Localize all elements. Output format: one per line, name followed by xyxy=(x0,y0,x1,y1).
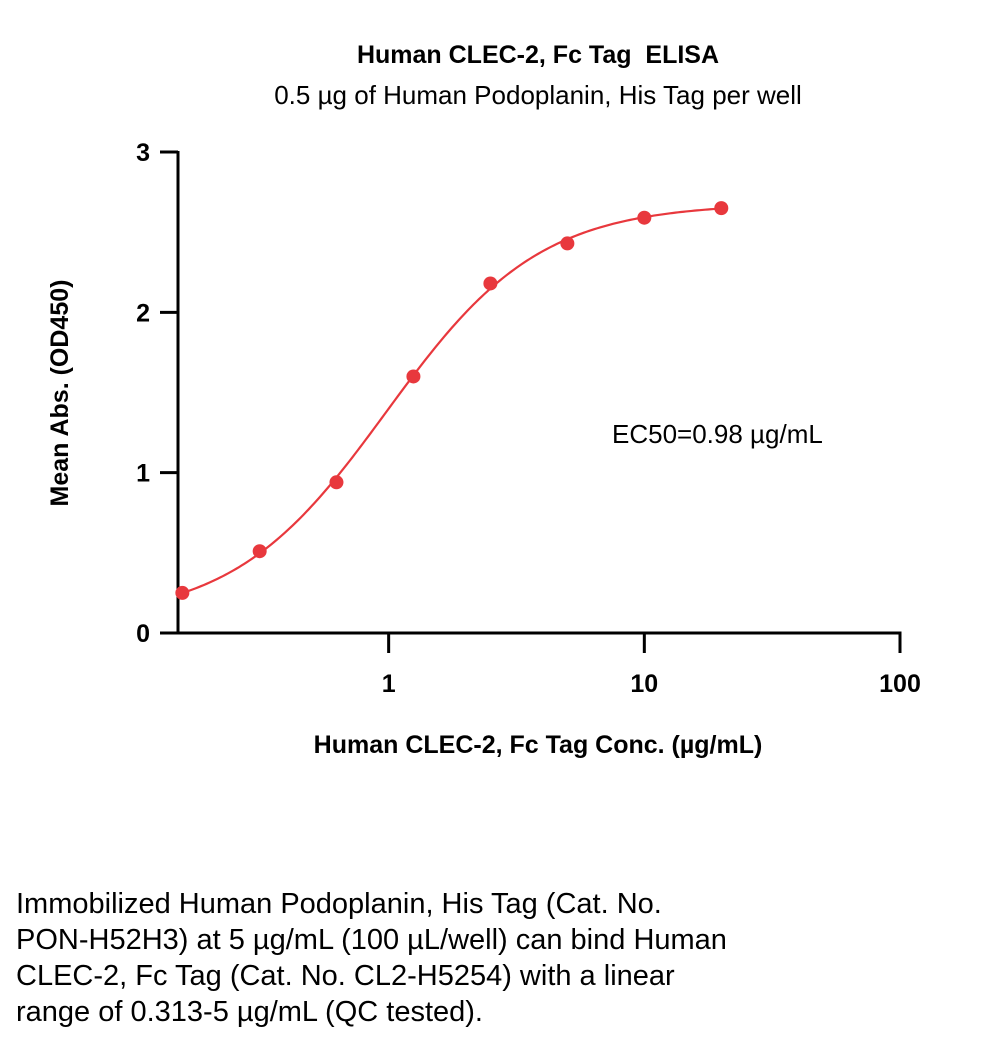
caption-line: PON-H52H3) at 5 µg/mL (100 µL/well) can … xyxy=(16,924,727,956)
elisa-chart: Human CLEC-2, Fc Tag ELISA 0.5 µg of Hum… xyxy=(46,41,921,759)
caption-line: CLEC-2, Fc Tag (Cat. No. CL2-H5254) with… xyxy=(16,960,675,992)
data-point xyxy=(637,210,652,225)
y-tick-label: 1 xyxy=(136,460,150,488)
data-point xyxy=(329,475,344,490)
plot-area xyxy=(175,201,729,600)
x-axis: 1 10 100 xyxy=(176,631,921,698)
data-point xyxy=(714,201,729,216)
data-point xyxy=(175,585,190,600)
x-tick-label: 100 xyxy=(879,670,921,698)
x-tick-label: 1 xyxy=(382,670,396,698)
caption-line: Immobilized Human Podoplanin, His Tag (C… xyxy=(16,888,662,920)
chart-subtitle: 0.5 µg of Human Podoplanin, His Tag per … xyxy=(274,80,802,110)
ec50-annotation: EC50=0.98 µg/mL xyxy=(612,419,823,449)
x-tick-label: 10 xyxy=(630,670,658,698)
figure-caption: Immobilized Human Podoplanin, His Tag (C… xyxy=(16,886,976,1030)
data-point xyxy=(406,369,421,384)
data-point xyxy=(252,544,267,559)
y-tick-label: 3 xyxy=(136,139,150,167)
fit-curve xyxy=(181,207,722,595)
y-tick-label: 2 xyxy=(136,299,150,327)
data-point xyxy=(483,276,498,291)
y-axis: 0 1 2 3 xyxy=(136,139,180,648)
x-axis-label: Human CLEC-2, Fc Tag Conc. (µg/mL) xyxy=(314,731,763,759)
y-tick-label: 0 xyxy=(136,620,150,648)
chart-title: Human CLEC-2, Fc Tag ELISA xyxy=(357,41,719,69)
y-axis-label: Mean Abs. (OD450) xyxy=(46,280,74,507)
data-point xyxy=(560,236,575,251)
caption-line: range of 0.313-5 µg/mL (QC tested). xyxy=(16,996,483,1028)
